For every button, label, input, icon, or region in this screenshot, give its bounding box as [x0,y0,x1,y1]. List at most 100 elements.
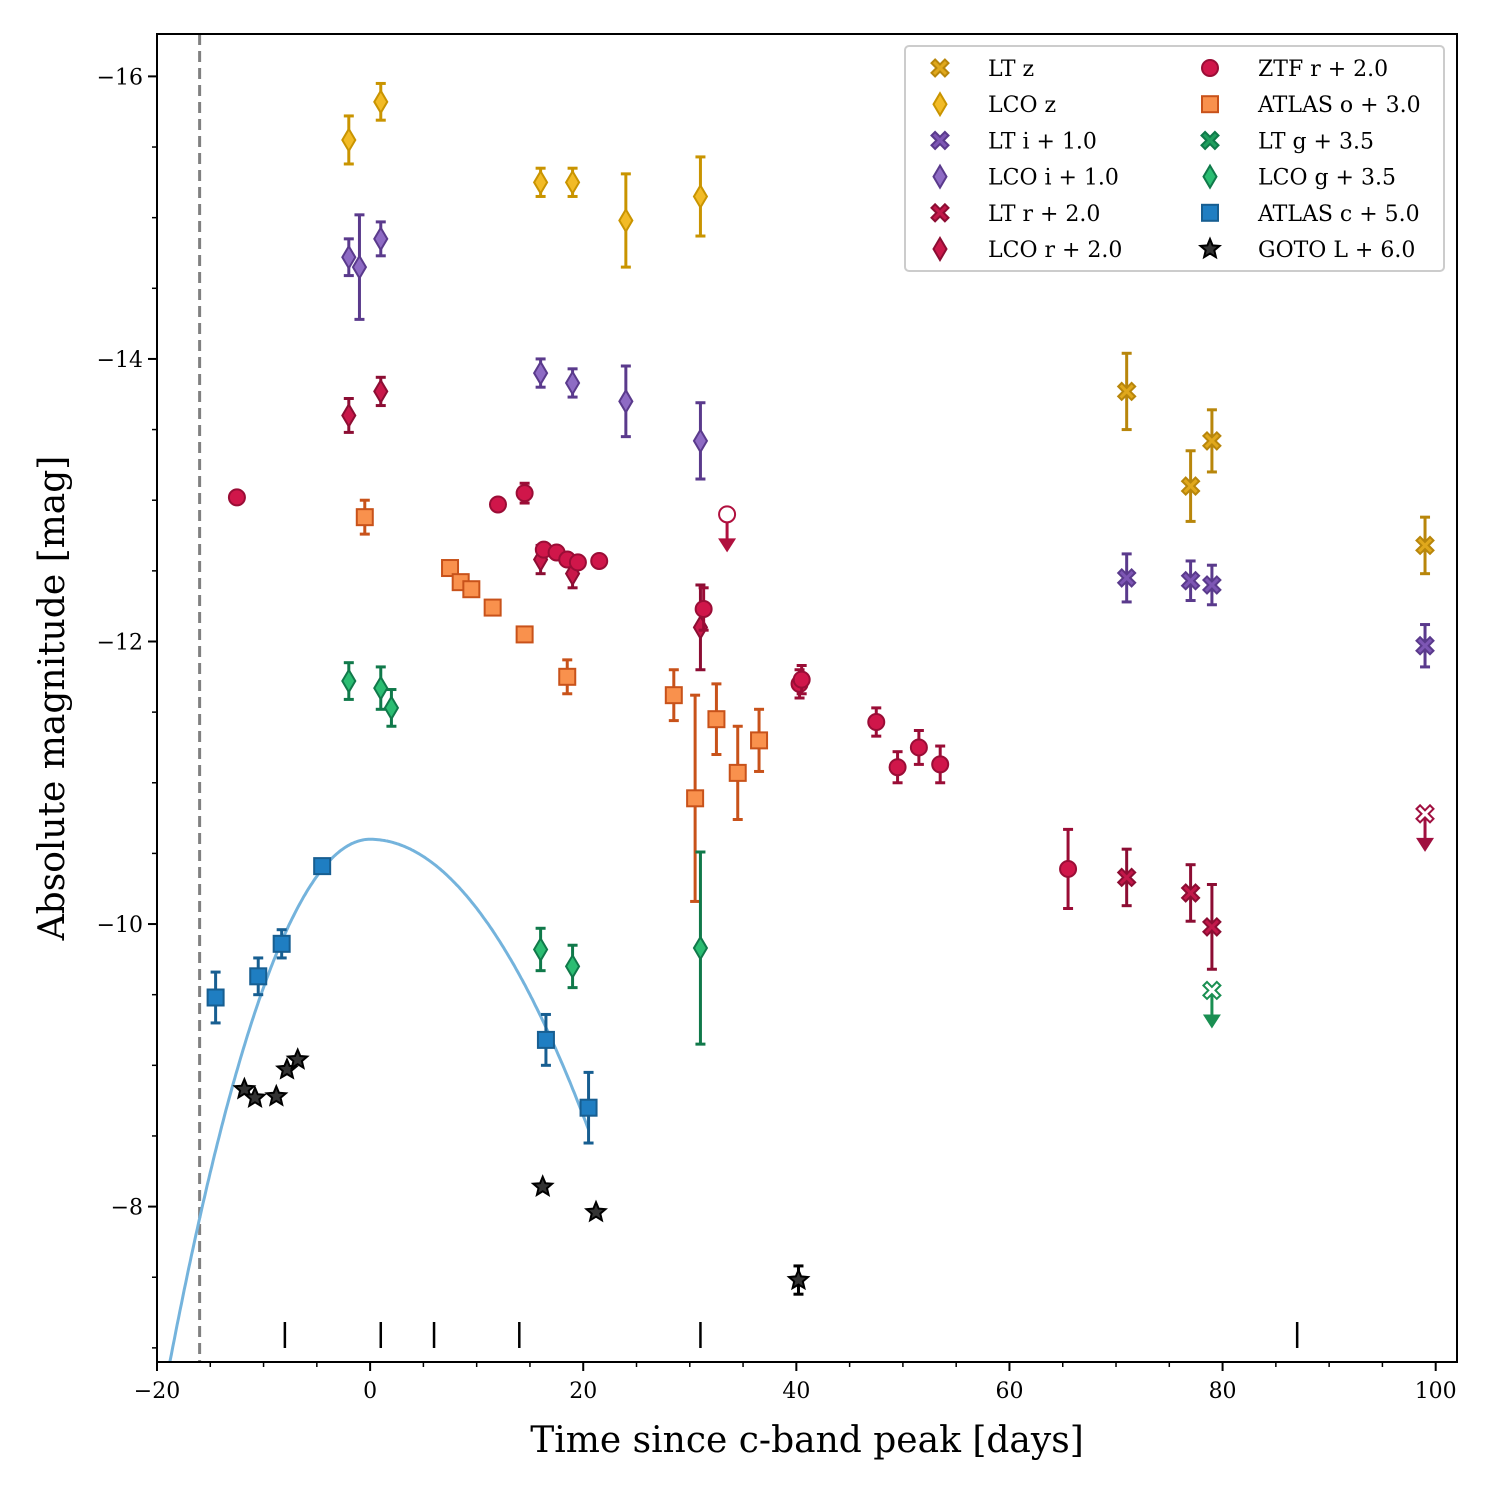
data-point [792,670,811,689]
y-tick-label: −14 [97,348,143,373]
x-tick-label: −20 [134,1379,180,1404]
data-point [285,1047,310,1070]
legend-entry: ATLAS o + 3.0 [1201,93,1421,118]
data-point [692,183,709,210]
series-goto-l-6-0 [232,1047,811,1296]
legend-entry: GOTO L + 6.0 [1198,236,1415,263]
series-lco-i-1-0 [341,213,709,481]
legend-marker [930,130,950,151]
x-tick-label: 20 [569,1379,597,1404]
legend-marker [1198,236,1222,260]
data-point [341,244,357,271]
legend-entry: LT r + 2.0 [930,202,1100,227]
data-point [462,580,481,599]
legend-label: LCO z [988,93,1056,118]
legend-entry: ATLAS c + 5.0 [1201,202,1420,227]
data-point [532,360,549,387]
y-tick-label: −16 [97,65,143,90]
data-point [692,427,709,454]
y-tick-label: −10 [97,913,143,938]
data-point [313,857,332,876]
x-tick-label: 80 [1209,1379,1237,1404]
data-point [488,495,507,514]
y-tick-label: −8 [111,1196,143,1221]
data-point [373,378,389,405]
data-point [206,988,225,1007]
legend-box [904,45,1445,272]
upper-limit-marker [1415,803,1435,824]
x-tick-label: 0 [363,1379,377,1404]
data-point [564,953,581,980]
data-point [1415,535,1435,556]
data-point [728,763,747,782]
data-point [786,1267,811,1291]
upper-limit-arrow [1202,1014,1221,1029]
legend-label: LT g + 3.5 [1258,129,1374,154]
legend-entry: ZTF r + 2.0 [1201,57,1388,82]
legend-label: LT r + 2.0 [988,202,1100,227]
data-point [249,967,268,986]
plot-area [168,34,1435,1362]
data-point [686,789,705,808]
legend-label: LCO i + 1.0 [988,166,1119,191]
plot-frame [156,33,1458,1363]
data-point [1201,575,1222,595]
data-point [1180,883,1201,903]
axes: −20 0 20 40 60 80 100 −16 −14 −12 −10 −8 [97,33,1458,1404]
y-tick-label: −12 [97,630,143,655]
data-point [750,731,769,750]
data-point [707,710,726,729]
upper-limit-marker [718,505,737,524]
upper-limit [1415,803,1435,852]
legend-label: ZTF r + 2.0 [1258,57,1388,82]
legend-marker [932,91,948,118]
legend-marker [1201,59,1219,77]
data-point [532,169,549,196]
data-point [264,1083,289,1107]
data-point [515,625,534,644]
data-point [351,254,368,281]
plot-inner [168,34,1435,1362]
data-point [867,713,886,732]
legend-entry: LCO r + 2.0 [932,236,1122,263]
legend-marker [1202,163,1218,190]
legend-entry: LT i + 1.0 [930,129,1097,154]
data-point [483,598,502,617]
legend-marker [930,58,950,78]
series-lco-g-3-5 [341,661,709,1046]
series-atlas-o-3-0 [355,498,769,903]
data-point [579,1098,598,1117]
data-point [1116,381,1137,402]
legend-marker [1201,95,1219,114]
data-point [564,169,581,196]
x-tick-label: 100 [1415,1379,1457,1404]
data-point [618,207,634,234]
data-point [590,551,609,570]
x-tick-label: 40 [782,1379,810,1404]
legend-entry: LCO z [932,91,1056,118]
data-point [341,402,357,429]
data-point [1415,635,1435,656]
legend-label: ATLAS o + 3.0 [1257,93,1421,118]
x-axis-title: Time since c-band peak [days] [530,1420,1083,1461]
data-point [341,126,357,153]
data-point [568,553,587,572]
data-point [383,694,400,721]
data-point [1059,859,1078,878]
legend-entry: LCO g + 3.5 [1202,163,1396,191]
data-point [692,935,709,962]
data-point [888,758,907,777]
legend-entry: LCO i + 1.0 [932,163,1119,191]
data-point [558,667,577,686]
data-point [564,369,581,396]
legend-label: LCO g + 3.5 [1258,166,1396,191]
data-point [515,484,534,503]
data-point [1116,567,1137,588]
series-ztf-r-2-0 [227,481,1078,911]
upper-limit [1201,980,1222,1029]
data-point [664,686,683,705]
series-lt-r-2-0 [1116,847,1222,971]
data-point [694,599,713,618]
legend-marker [932,163,948,190]
